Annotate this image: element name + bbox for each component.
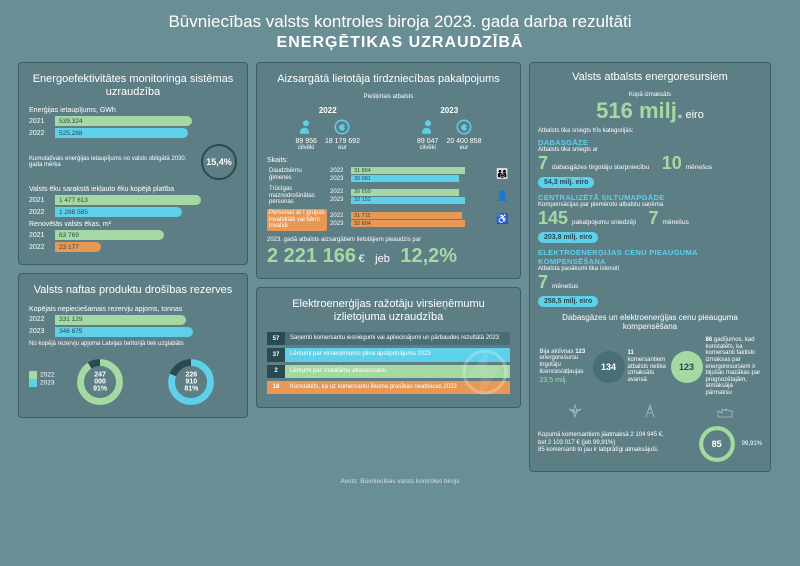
p3-cat1-title: DABASGĀZE — [538, 138, 762, 147]
panel-reserves: Valsts naftas produktu drošības rezerves… — [18, 273, 248, 417]
panel5-title: Elektroenerģijas ražotāju virsieņēmumu i… — [267, 298, 510, 324]
bar-row: 2021539,324 — [29, 116, 237, 126]
p4-row1-label: Kopējais nepieciešamais rezervju apjoms,… — [29, 306, 237, 313]
legend-2022: 2022 — [40, 371, 54, 378]
lightning-icon — [460, 347, 510, 397]
main-title: Būvniecības valsts kontroles biroja 2023… — [18, 12, 782, 32]
p4-sub-label: No kopējā rezervju apjoma Latvijas terit… — [29, 341, 237, 347]
windmill-icon — [565, 403, 585, 419]
p2-growth-val: 2 221 166 — [267, 245, 356, 267]
circle-123: 123 — [671, 351, 703, 383]
p2-subtitle: Piešķirtais atbalsts — [267, 94, 510, 100]
main-subtitle: ENERĢĒTIKAS UZRAUDZĪBĀ — [18, 34, 782, 52]
bar-row: 2023346 875 — [29, 327, 237, 337]
p1-row2-label: Valsts ēku sarakstā iekļauto ēku kopējā … — [29, 186, 237, 193]
p2-growth-pct: 12,2% — [400, 245, 457, 267]
p3-cat1-amount: 54,3 milj. eiro — [538, 177, 594, 188]
panel3-title: Valsts atbalsts energoresursiem — [538, 71, 762, 84]
tower-icon — [640, 403, 660, 419]
svg-text:€: € — [462, 123, 467, 132]
p2-skaits: Skaits: — [267, 157, 510, 164]
svg-text:€: € — [340, 123, 345, 132]
p3-cat3-title: ELEKTROENERĢIJAS CENU PIEAUGUMA KOMPENSĒ… — [538, 248, 762, 266]
category-row: Trūcīgas maznodrošinātas personas 202230… — [267, 185, 510, 207]
legend-2023: 2023 — [40, 379, 54, 386]
bar-row: 202163 769 — [29, 230, 237, 240]
circle-134: 134 — [593, 351, 625, 383]
bar-row: 2022525,288 — [29, 128, 237, 138]
p3-cat3-amount: 258,5 milj. eiro — [538, 296, 598, 307]
panel-protected-user: Aizsargātā lietotāja tirdzniecības pakal… — [256, 62, 521, 279]
category-row: Daudzbērnu ģimenes 202231 864 202330 081… — [267, 166, 510, 183]
p3-total-val: 516 milj. — [596, 98, 683, 123]
panel-state-support: Valsts atbalsts energoresursiem Kopā izm… — [529, 62, 771, 472]
p3-final-circle: 85 — [712, 439, 722, 449]
panel-producers: Elektroenerģijas ražotāju virsieņēmumu i… — [256, 287, 521, 408]
p1-circle-label: Kumulatīvais enerģijas ietaupījums no va… — [29, 156, 195, 168]
p3-final2: bet 2 103 017 € (jeb 99,91%) — [538, 440, 692, 448]
p3-intro: Atbalsts tika sniegts trīs kategorijās: — [538, 128, 762, 134]
hbar-row: 57Saņemti komersantu iesniegumi vai apli… — [267, 332, 510, 345]
donut-2022: 247 00091% — [75, 357, 125, 407]
p3-lower-title: Dabasgāzes un elektroenerģijas cenu piea… — [538, 313, 762, 331]
p3-final1: Kopumā komersantiem jāatmaksā 2 104 945 … — [538, 432, 692, 440]
bar-row: 20211 477 613 — [29, 195, 237, 205]
panel4-title: Valsts naftas produktu drošības rezerves — [29, 284, 237, 297]
p1-row3-label: Renovētās valsts ēkas, m² — [29, 221, 237, 228]
bar-row: 202223 177 — [29, 242, 237, 252]
panel2-title: Aizsargātā lietotāja tirdzniecības pakal… — [267, 73, 510, 86]
donut-2023: 226 91081% — [166, 357, 216, 407]
p2-year-2022: 2022 — [267, 106, 389, 115]
p3-cat2-title: CENTRALIZĒTĀ SILTUMAPGĀDE — [538, 193, 762, 202]
p3-final3: 85 komersanti to jau ir labprātīgi atmak… — [538, 447, 692, 455]
category-row: Personas ar I grupas invaliditāti vai bē… — [267, 209, 510, 231]
p1-circle-val: 15,4% — [201, 144, 237, 180]
p1-row1-label: Enerģijas ietaupījums, GWh — [29, 107, 237, 114]
p3-cat2-amount: 203,8 milj. eiro — [538, 232, 598, 243]
bar-row: 20221 288 585 — [29, 207, 237, 217]
bar-row: 2022331 129 — [29, 315, 237, 325]
source-text: Avots: Būvniecības valsts kontroles biro… — [18, 478, 782, 485]
p3-final-pct: 99,91% — [742, 441, 762, 447]
panel-monitoring: Energoefektivitātes monitoringa sistēmas… — [18, 62, 248, 265]
p2-growth-text: 2023. gadā atbalsts aizsargātiem lietotā… — [267, 237, 510, 243]
p2-year-2023: 2023 — [389, 106, 511, 115]
factory-icon — [715, 403, 735, 419]
panel1-title: Energoefektivitātes monitoringa sistēmas… — [29, 73, 237, 99]
